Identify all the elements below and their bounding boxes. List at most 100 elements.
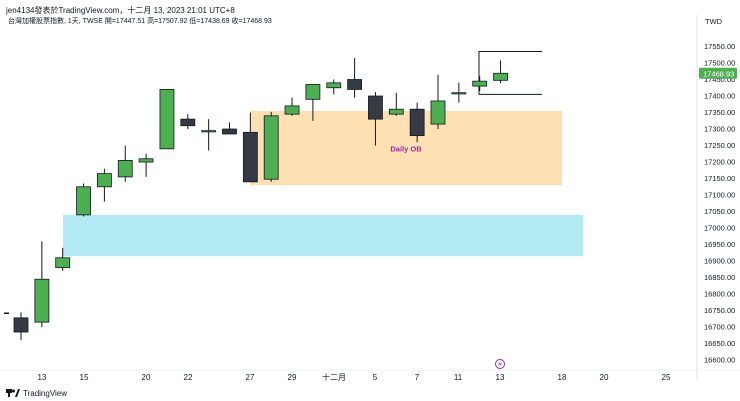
time-tick-label: 5 <box>373 373 378 382</box>
price-tick-label: 16900.00 <box>704 257 735 266</box>
time-tick-label: 十二月 <box>322 372 346 382</box>
time-tick-label: 20 <box>600 373 609 382</box>
price-axis[interactable]: 16600.00 16650.00 16700.00 16750.00 16800.00… <box>696 15 737 380</box>
candle[interactable] <box>34 241 50 328</box>
candle[interactable] <box>180 114 196 130</box>
candle[interactable] <box>76 183 91 217</box>
lightning-icon[interactable] <box>495 359 505 369</box>
fvg-zone[interactable] <box>63 214 583 257</box>
candle-body-down <box>368 95 383 120</box>
zone-label: Daily OB <box>390 145 422 154</box>
currency-label: TWD <box>705 17 723 26</box>
orderblock-zone[interactable] <box>250 110 562 186</box>
time-tick-label: 22 <box>184 373 193 382</box>
candles-layer[interactable] <box>4 58 508 341</box>
candle-body-up <box>284 105 300 115</box>
last-price-tag <box>699 67 737 79</box>
candle-body-up <box>472 80 488 87</box>
time-tick-label: 29 <box>288 373 297 382</box>
price-tick-label: 17400.00 <box>704 92 735 101</box>
price-tick-label: 16600.00 <box>704 356 735 365</box>
candle-body-down <box>222 128 237 135</box>
price-tick-label: 17450.00 <box>704 75 735 84</box>
candle-body-up <box>138 158 154 163</box>
candle-body-down <box>347 79 363 90</box>
brand-name: TradingView <box>23 389 67 398</box>
candle[interactable] <box>388 92 404 116</box>
price-tick-label: 17250.00 <box>704 141 735 150</box>
time-tick-label: 11 <box>454 373 463 382</box>
candle[interactable] <box>159 89 175 150</box>
range-bracket[interactable] <box>478 50 542 95</box>
candle[interactable] <box>138 153 154 177</box>
candle[interactable] <box>284 97 300 116</box>
time-tick-label: 13 <box>38 373 47 382</box>
candle-body-up <box>263 115 279 180</box>
time-tick-label: 13 <box>496 373 505 382</box>
time-tick-label: 18 <box>558 373 567 382</box>
candle[interactable] <box>368 92 383 146</box>
time-tick-label: 15 <box>80 373 89 382</box>
candle-body-up <box>451 92 467 95</box>
candle-body-up <box>388 108 404 115</box>
candle-body-up <box>430 100 446 125</box>
price-tick-label: 16800.00 <box>704 290 735 299</box>
price-tick-label: 17300.00 <box>704 125 735 134</box>
price-tick-label: 17050.00 <box>704 207 735 216</box>
time-tick-label: 20 <box>142 373 151 382</box>
brackets-layer <box>478 50 542 95</box>
candle-body-up <box>76 186 91 216</box>
candle[interactable] <box>409 102 425 143</box>
price-tick-label: 16950.00 <box>704 240 735 249</box>
candle[interactable] <box>222 122 237 135</box>
price-tick-label: 17100.00 <box>704 191 735 200</box>
candle-body-up <box>97 173 112 188</box>
candle-body-up <box>159 89 175 150</box>
tradingview-logo-icon <box>6 389 20 397</box>
candle[interactable] <box>451 82 467 103</box>
candle-body-up <box>55 257 71 269</box>
candle-body-up <box>326 82 342 89</box>
time-tick-label: 7 <box>415 373 420 382</box>
candle-body-down <box>180 118 196 127</box>
candle[interactable] <box>13 312 29 341</box>
price-tick-label: 17350.00 <box>704 108 735 117</box>
candle[interactable] <box>97 168 112 202</box>
candle-body-up <box>117 159 133 178</box>
candle[interactable] <box>347 58 363 98</box>
candle-body-up <box>201 130 217 133</box>
price-tick-label: 17000.00 <box>704 224 735 233</box>
price-tick-label: 16850.00 <box>704 273 735 282</box>
time-tick-label: 27 <box>246 373 255 382</box>
time-tick-label: 25 <box>662 373 671 382</box>
candle[interactable] <box>305 84 321 121</box>
candle-body-down <box>242 131 258 183</box>
price-tick-label: 16700.00 <box>704 323 735 332</box>
candle-body-up <box>493 72 508 81</box>
candle[interactable] <box>326 79 342 95</box>
candle-body-down <box>409 108 425 137</box>
price-tick-label: 17500.00 <box>704 59 735 68</box>
candle[interactable] <box>117 145 133 182</box>
price-tick-label: 16650.00 <box>704 339 735 348</box>
time-axis[interactable]: 13 15 20 22 27 29 十二月 5 7 11 13 18 20 25 <box>0 359 740 383</box>
candle[interactable] <box>430 74 446 130</box>
candle[interactable] <box>493 60 508 84</box>
zones-layer: Daily OB <box>63 110 583 257</box>
chart-credit: jen4134發表於TradingView.com，十二月 13, 2023 2… <box>5 5 235 15</box>
chart-subtitle: 台灣加權股票指數, 1天, TWSE 開=17447.51 高=17507.92… <box>8 16 272 25</box>
candle[interactable] <box>55 247 71 271</box>
price-tick-label: 17200.00 <box>704 158 735 167</box>
candle[interactable] <box>472 76 488 92</box>
price-tick-label: 16750.00 <box>704 306 735 315</box>
price-tick-label: 17150.00 <box>704 174 735 183</box>
candle[interactable] <box>263 111 279 182</box>
candle[interactable] <box>242 112 258 183</box>
candle-body-up <box>34 278 50 323</box>
candle[interactable] <box>201 119 217 151</box>
last-price-label: 17468.93 <box>703 69 734 78</box>
price-tick-label: 17550.00 <box>704 42 735 51</box>
candle-body-down <box>13 317 29 333</box>
